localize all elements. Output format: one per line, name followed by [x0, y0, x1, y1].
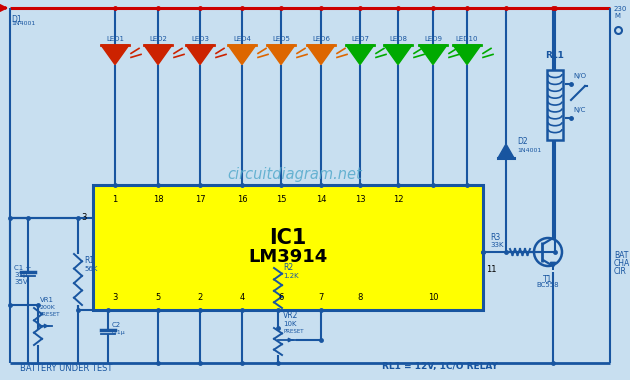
Text: 3: 3 — [82, 214, 87, 223]
Text: 6: 6 — [278, 293, 284, 302]
Text: D1: D1 — [11, 15, 21, 24]
Text: 10K: 10K — [283, 321, 297, 327]
Text: D2: D2 — [517, 137, 528, 146]
Text: 1N4001: 1N4001 — [11, 21, 35, 26]
Text: R3: R3 — [490, 233, 500, 242]
Text: LED9: LED9 — [424, 36, 442, 42]
Text: 13: 13 — [355, 195, 365, 204]
Text: LED5: LED5 — [272, 36, 290, 42]
Text: C1 +
33µ
35V: C1 + 33µ 35V — [14, 265, 32, 285]
Text: 14: 14 — [316, 195, 326, 204]
Text: VR2: VR2 — [283, 311, 299, 320]
Text: PRESET: PRESET — [283, 329, 304, 334]
Text: 10: 10 — [428, 293, 438, 302]
Text: 200K: 200K — [40, 305, 56, 310]
Bar — [547, 70, 563, 140]
Text: LED3: LED3 — [191, 36, 209, 42]
Text: circuitdiagram.net: circuitdiagram.net — [227, 168, 362, 182]
Polygon shape — [384, 45, 412, 65]
Polygon shape — [144, 45, 172, 65]
Text: LED10: LED10 — [455, 36, 478, 42]
Text: 230: 230 — [614, 6, 627, 12]
Text: RL1 = 12V, 1C/O RELAY: RL1 = 12V, 1C/O RELAY — [382, 362, 498, 371]
Text: 0,1µ: 0,1µ — [112, 330, 126, 335]
Text: M: M — [614, 13, 620, 19]
Text: LED2: LED2 — [149, 36, 167, 42]
Text: CHA: CHA — [614, 259, 630, 268]
Text: LED1: LED1 — [106, 36, 124, 42]
Text: N/O: N/O — [573, 73, 586, 79]
Polygon shape — [453, 45, 481, 65]
Text: C2: C2 — [112, 322, 121, 328]
Polygon shape — [346, 45, 374, 65]
Text: 1.2K: 1.2K — [283, 273, 299, 279]
Text: LED7: LED7 — [351, 36, 369, 42]
Text: R2: R2 — [283, 263, 293, 272]
Text: 7: 7 — [318, 293, 324, 302]
Polygon shape — [419, 45, 447, 65]
Text: 18: 18 — [152, 195, 163, 204]
Text: N/C: N/C — [573, 107, 585, 113]
Polygon shape — [186, 45, 214, 65]
Text: BC558: BC558 — [537, 282, 559, 288]
Text: LED6: LED6 — [312, 36, 330, 42]
Polygon shape — [228, 45, 256, 65]
Text: 3: 3 — [112, 293, 118, 302]
Text: RL1: RL1 — [546, 51, 564, 60]
Polygon shape — [101, 45, 129, 65]
Text: LM3914: LM3914 — [248, 249, 328, 266]
Text: LED4: LED4 — [233, 36, 251, 42]
Bar — [93, 185, 483, 310]
Text: 8: 8 — [357, 293, 363, 302]
Text: 16: 16 — [237, 195, 248, 204]
Text: BATTERY UNDER TEST: BATTERY UNDER TEST — [20, 364, 112, 373]
Text: 2: 2 — [197, 293, 203, 302]
Text: PRESET: PRESET — [40, 312, 60, 317]
Text: 11: 11 — [486, 266, 496, 274]
Polygon shape — [307, 45, 335, 65]
Text: T1: T1 — [543, 275, 553, 284]
Text: 12: 12 — [392, 195, 403, 204]
Text: 4: 4 — [239, 293, 244, 302]
Text: 1N4001: 1N4001 — [517, 148, 541, 153]
Text: R1: R1 — [84, 256, 94, 265]
Text: 1: 1 — [112, 195, 118, 204]
Text: 56K: 56K — [84, 266, 98, 272]
Text: LED8: LED8 — [389, 36, 407, 42]
Text: VR1: VR1 — [40, 297, 54, 303]
Text: 15: 15 — [276, 195, 286, 204]
Text: IC1: IC1 — [269, 228, 307, 249]
Polygon shape — [498, 144, 514, 158]
Text: 5: 5 — [156, 293, 161, 302]
Text: 17: 17 — [195, 195, 205, 204]
Text: CIR: CIR — [614, 267, 627, 276]
Text: 33K: 33K — [490, 242, 503, 248]
Polygon shape — [267, 45, 295, 65]
Text: BAT: BAT — [614, 251, 628, 260]
